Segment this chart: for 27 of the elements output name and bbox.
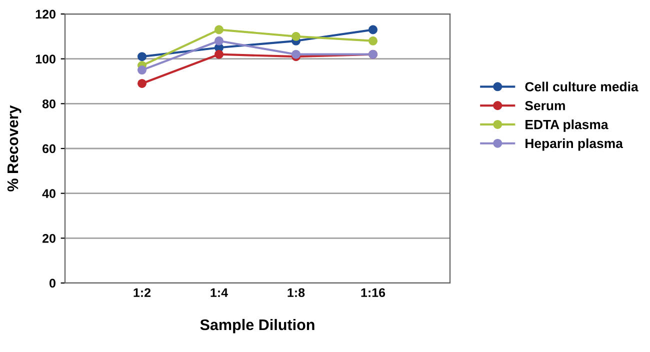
- x-tick-label: 1:16: [361, 288, 386, 298]
- y-tick-label: 80: [42, 99, 56, 108]
- y-axis-title: % Recovery: [7, 105, 22, 192]
- y-tick-label: 40: [42, 189, 56, 198]
- point: [368, 36, 378, 46]
- y-tick-label: 0: [50, 278, 56, 288]
- point: [368, 25, 378, 34]
- y-tick-label: 100: [36, 54, 56, 64]
- legend-label: Cell culture media: [525, 82, 638, 92]
- point: [291, 50, 301, 59]
- point: [137, 78, 147, 88]
- legend-label: Heparin plasma: [526, 138, 624, 151]
- y-tick-label: 120: [36, 10, 56, 19]
- point: [291, 32, 301, 41]
- y-tick-label: 60: [42, 144, 56, 154]
- point: [214, 50, 224, 59]
- legend-label: EDTA plasma: [526, 120, 608, 132]
- x-tick-label: 1:4: [210, 288, 228, 297]
- point: [137, 66, 147, 75]
- point: [214, 36, 224, 46]
- x-tick-label: 1:2: [134, 288, 151, 297]
- point: [137, 52, 147, 62]
- point: [214, 25, 224, 34]
- x-tick-label: 1:8: [288, 288, 305, 298]
- legend-label: Serum: [525, 100, 565, 110]
- x-axis-title: Sample Dilution: [200, 318, 314, 334]
- y-tick-label: 20: [42, 234, 56, 243]
